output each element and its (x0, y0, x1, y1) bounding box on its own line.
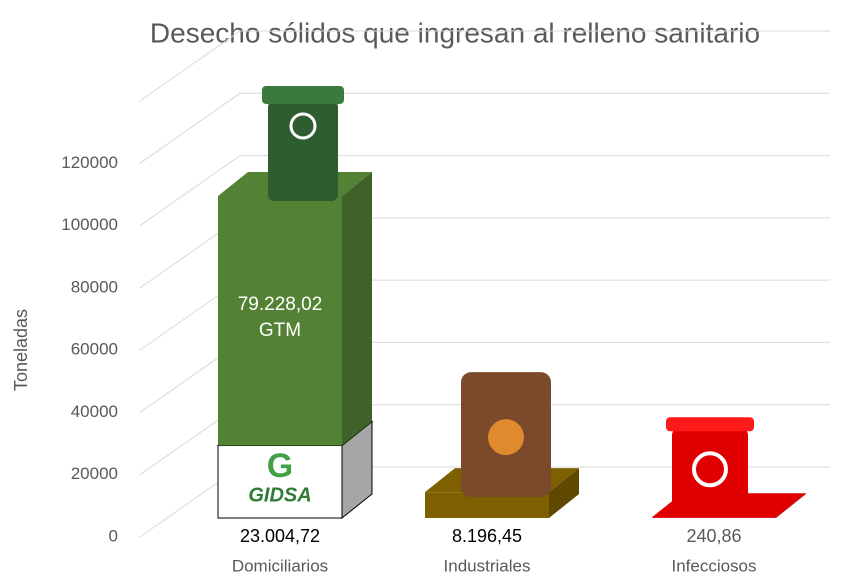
y-tick-label: 0 (109, 526, 118, 545)
grid-line (139, 30, 830, 102)
bar-side (342, 171, 372, 446)
bin-symbol (289, 112, 317, 140)
value-label: 79.228,02 GTM (237, 294, 323, 341)
y-tick-label: 80000 (71, 277, 118, 296)
bar-side (776, 493, 806, 518)
x-tick-label: Domiciliarios (232, 556, 328, 575)
grid-line (139, 92, 830, 164)
bio-symbol (692, 451, 728, 488)
bar-front (218, 195, 342, 446)
y-axis-label: Toneladas (11, 309, 31, 391)
chart-title: Desecho sólidos que ingresan al relleno … (150, 17, 760, 48)
y-tick-label: 20000 (71, 464, 118, 483)
value-label: 240,86 (686, 526, 741, 546)
barrel-symbol (488, 419, 524, 456)
logo-text: GIDSA (248, 484, 311, 506)
biobin-lid (666, 417, 754, 432)
y-tick-label: 60000 (71, 340, 118, 359)
value-label: 23.004,72 (240, 526, 320, 546)
bar-front (217, 445, 343, 519)
logo-g: G (267, 447, 293, 485)
bin-body (268, 100, 338, 201)
x-tick-label: Infecciosos (671, 556, 756, 575)
biobin (672, 427, 748, 513)
value-label: 8.196,45 (452, 526, 522, 546)
y-tick-label: 40000 (71, 402, 118, 421)
y-tick-label: 100000 (61, 215, 118, 234)
bar-side (549, 468, 579, 518)
x-tick-label: Industriales (444, 556, 531, 575)
grid-line (139, 155, 830, 226)
y-tick-label: 120000 (61, 153, 118, 172)
bin-lid (262, 85, 344, 104)
bar-front (652, 517, 776, 518)
